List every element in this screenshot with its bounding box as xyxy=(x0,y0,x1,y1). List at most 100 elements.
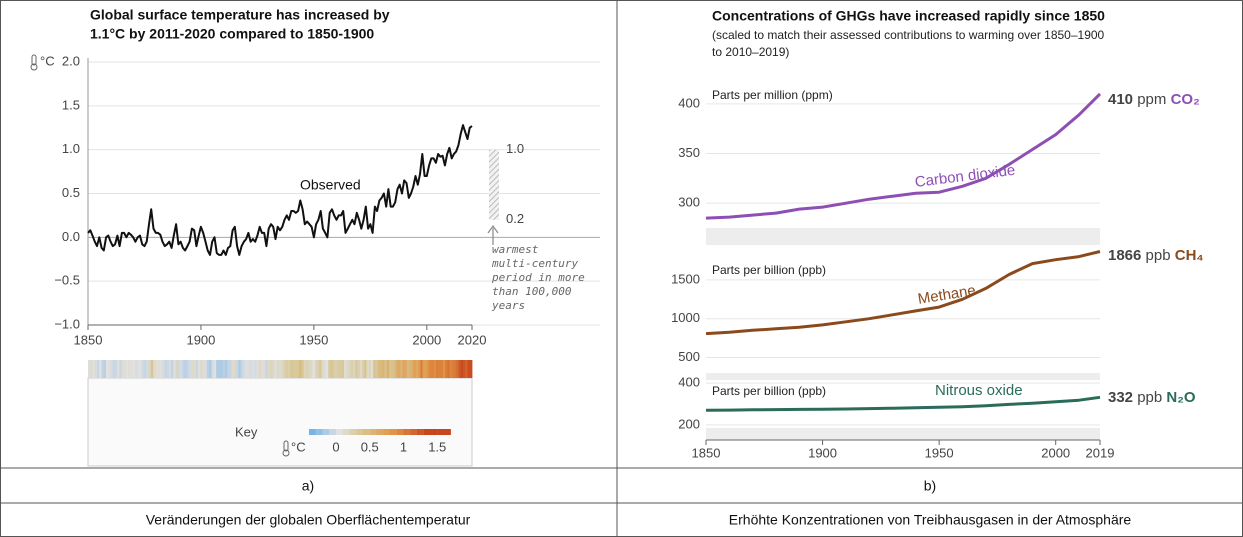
panel xyxy=(706,84,1100,228)
warming-stripe xyxy=(90,360,93,378)
warming-stripe xyxy=(260,360,264,378)
key-tick-label: 1.5 xyxy=(428,439,446,454)
annotation: warmest xyxy=(492,243,539,256)
y-tick-label: 1.0 xyxy=(62,141,80,156)
warming-stripe xyxy=(130,360,134,378)
key-swatch xyxy=(417,429,424,435)
warming-stripe xyxy=(400,360,403,378)
warming-stripe xyxy=(337,360,340,378)
series-label: Nitrous oxide xyxy=(935,382,1023,399)
key-swatch xyxy=(444,429,451,435)
key-box xyxy=(87,377,473,467)
warming-stripe xyxy=(128,360,132,378)
warming-stripe xyxy=(341,360,345,378)
chart-title: Global surface temperature has increased… xyxy=(90,7,390,23)
warming-stripe xyxy=(92,360,96,378)
key-swatch xyxy=(376,429,384,435)
warming-stripe xyxy=(344,360,347,378)
warming-stripe xyxy=(121,360,125,378)
warming-stripe xyxy=(153,360,156,378)
warming-stripe xyxy=(193,360,197,378)
warming-stripe xyxy=(339,360,343,378)
warming-stripe xyxy=(454,360,457,378)
warming-stripe xyxy=(442,360,446,378)
x-tick-label: 1850 xyxy=(692,445,721,460)
x-tick-label: 2000 xyxy=(1041,445,1070,460)
end-unit: ppb xyxy=(1137,389,1162,406)
warming-stripe xyxy=(195,360,199,378)
warming-stripe xyxy=(314,360,318,378)
warming-stripe xyxy=(99,360,102,378)
x-tick-label: 1850 xyxy=(74,332,103,347)
key-swatch xyxy=(410,429,418,435)
warming-stripe xyxy=(312,360,316,378)
warming-stripe xyxy=(209,360,212,378)
x-tick-label: 1900 xyxy=(186,332,215,347)
series-line xyxy=(705,395,1101,412)
warming-stripe xyxy=(447,360,450,378)
panel xyxy=(706,245,1100,373)
x-tick-label: 1950 xyxy=(299,332,328,347)
warming-stripe xyxy=(254,360,257,378)
warming-stripe xyxy=(96,360,100,378)
axis-label: Parts per billion (ppb) xyxy=(712,384,826,398)
key-swatch xyxy=(356,429,364,435)
warming-stripe xyxy=(299,360,302,378)
warming-stripe xyxy=(94,360,98,378)
warming-stripe xyxy=(211,360,215,378)
warming-stripe xyxy=(144,360,147,378)
warming-stripe xyxy=(123,360,127,378)
warming-stripe xyxy=(456,360,459,378)
series-line xyxy=(87,124,473,256)
warming-stripe xyxy=(240,360,244,378)
warming-stripe xyxy=(88,360,91,378)
warming-stripe xyxy=(350,360,354,378)
warming-stripe xyxy=(463,360,466,378)
warming-stripe xyxy=(451,360,455,378)
warming-stripe xyxy=(427,360,430,378)
warming-stripe xyxy=(137,360,141,378)
series-line xyxy=(705,92,1102,220)
key-tick-label: 1 xyxy=(400,439,407,454)
warming-stripe xyxy=(352,360,356,378)
y-tick-label: −0.5 xyxy=(54,273,80,288)
warming-stripe xyxy=(278,360,282,378)
warming-stripe xyxy=(395,360,399,378)
warming-stripe xyxy=(294,360,298,378)
warming-stripe xyxy=(366,360,370,378)
x-tick-label: 2020 xyxy=(458,332,487,347)
warming-stripe xyxy=(101,360,105,378)
warming-stripe xyxy=(281,360,284,378)
y-tick-label: 400 xyxy=(678,95,700,110)
warming-stripe xyxy=(375,360,379,378)
key-swatch xyxy=(315,429,323,435)
warming-stripe xyxy=(388,360,392,378)
y-tick-label: 0.5 xyxy=(62,185,80,200)
warming-stripe xyxy=(411,360,415,378)
warming-stripe xyxy=(135,360,138,378)
warming-stripe xyxy=(132,360,136,378)
end-gas: CH₄ xyxy=(1175,247,1204,264)
warming-stripe xyxy=(166,360,170,378)
chart-subtitle: (scaled to match their assessed contribu… xyxy=(712,28,1105,42)
warming-stripe xyxy=(177,360,181,378)
axis-label: Parts per million (ppm) xyxy=(712,88,833,102)
warming-stripe xyxy=(355,360,358,378)
key-swatch xyxy=(423,429,431,435)
warming-stripe xyxy=(292,360,295,378)
warming-stripe xyxy=(150,360,154,378)
y-tick-label: 2.0 xyxy=(62,53,80,68)
x-tick-label: 2019 xyxy=(1086,445,1115,460)
warming-stripe xyxy=(382,360,385,378)
warming-stripe xyxy=(406,360,410,378)
warming-stripe xyxy=(256,360,260,378)
warming-stripe xyxy=(227,360,230,378)
warming-stripe xyxy=(180,360,183,378)
warming-stripe xyxy=(233,360,237,378)
warming-stripe xyxy=(213,360,217,378)
warming-stripe xyxy=(379,360,383,378)
table-caption: Veränderungen der globalen Oberflächente… xyxy=(146,512,471,528)
warming-stripe xyxy=(164,360,167,378)
key-swatch xyxy=(437,429,445,435)
warming-stripe xyxy=(191,360,194,378)
